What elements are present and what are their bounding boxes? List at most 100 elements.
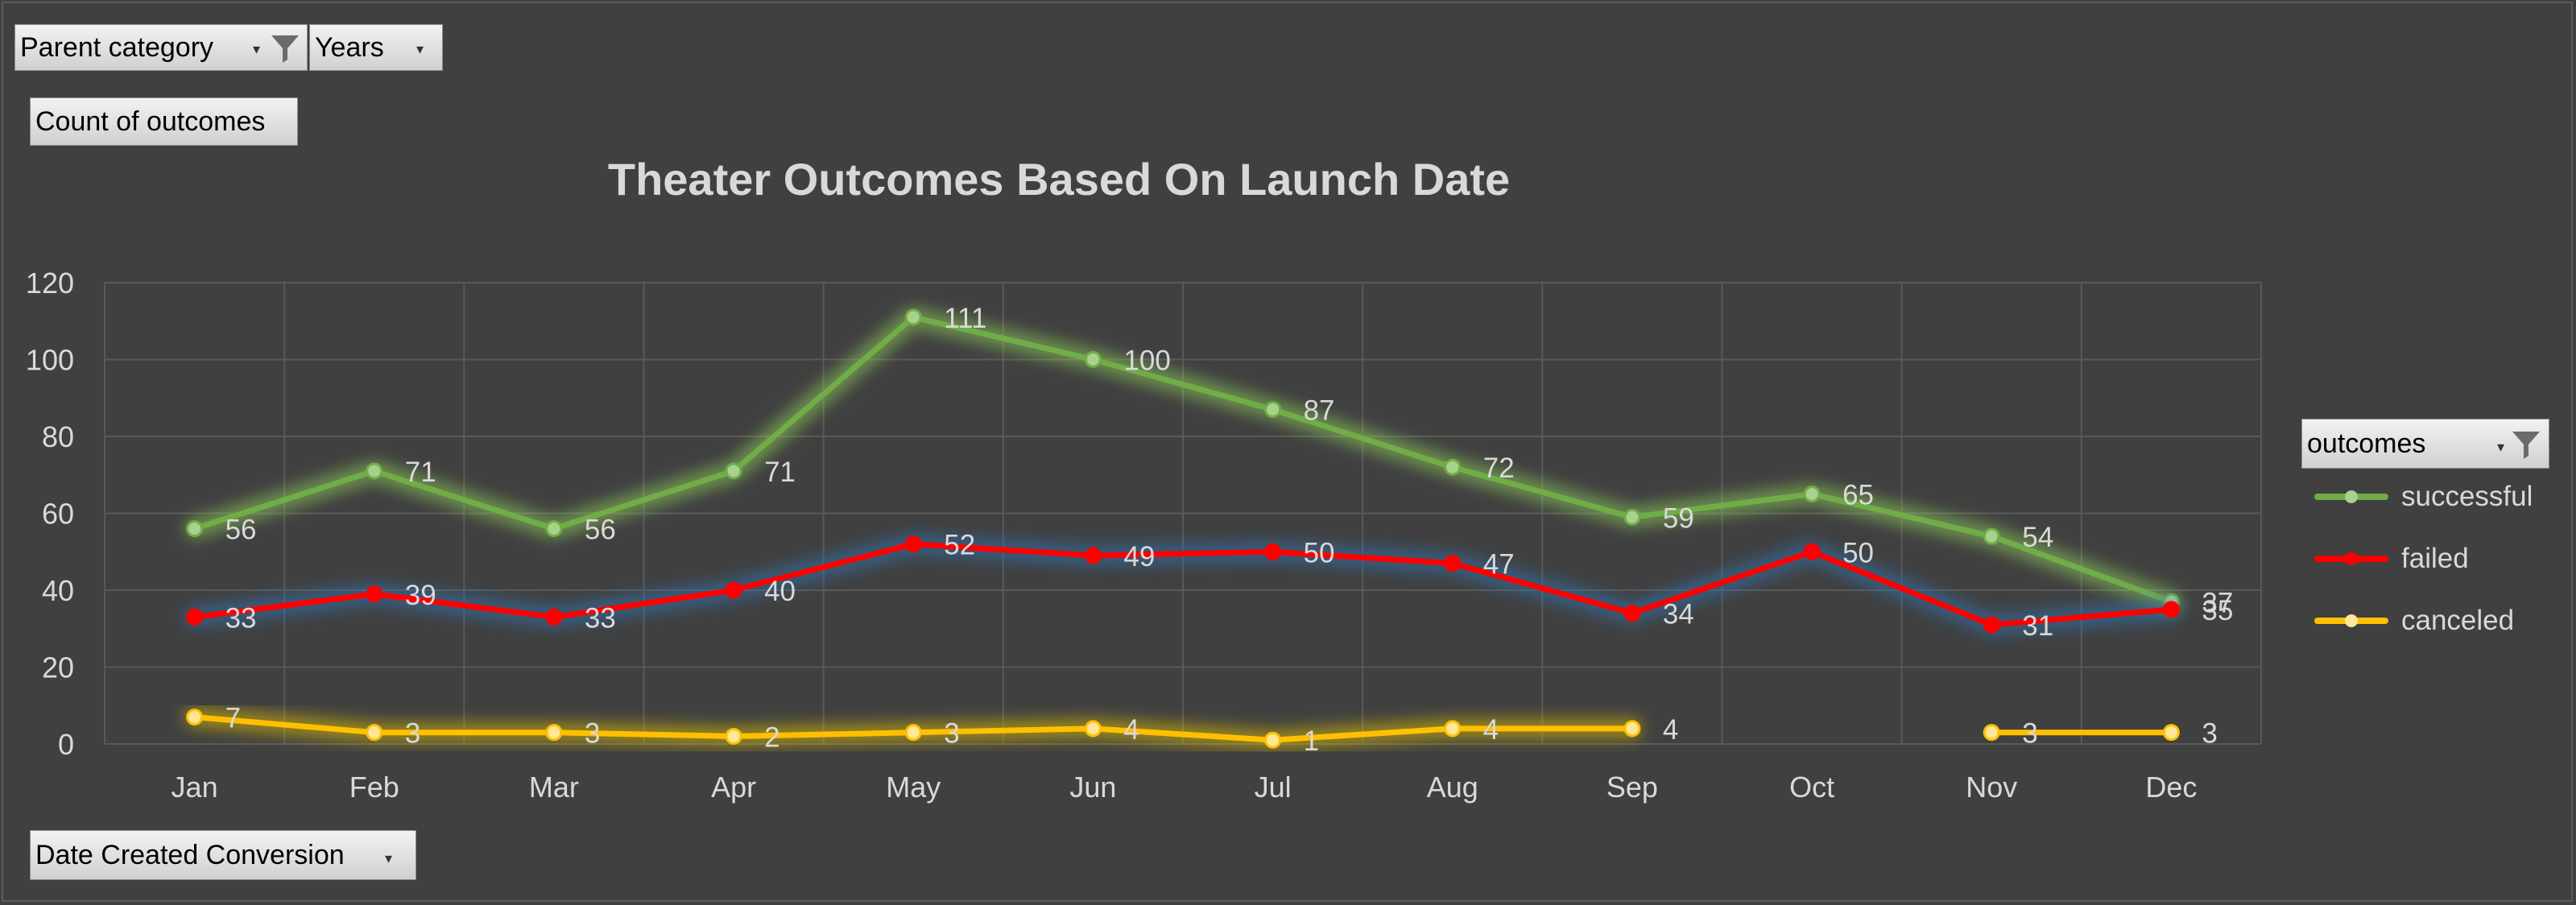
legend-label-successful: successful [2401,481,2533,512]
filter-funnel-icon [2512,432,2540,459]
dropdown-arrow-icon: ▾ [416,41,424,57]
y-tick-label: 100 [26,344,74,377]
data-point-canceled[interactable] [1444,720,1462,738]
parent-category-label: Parent category [20,31,214,63]
parent-category-filter-button[interactable]: Parent category ▾ [14,24,308,71]
data-label-successful: 71 [405,457,436,488]
data-point-failed[interactable] [1803,543,1821,560]
data-point-failed[interactable] [1983,616,2000,634]
data-label-successful: 111 [944,303,986,334]
data-label-successful: 54 [2022,522,2053,553]
data-point-failed[interactable] [545,608,563,626]
data-point-canceled[interactable] [904,724,922,742]
data-label-failed: 33 [585,602,616,634]
legend-label-canceled: canceled [2401,605,2515,636]
data-point-failed[interactable] [186,608,204,626]
date-created-conversion-button[interactable]: Date Created Conversion ▾ [30,830,416,880]
data-label-failed: 47 [1483,549,1515,581]
data-label-canceled: 4 [1123,714,1139,746]
data-point-failed[interactable] [1444,555,1462,572]
count-of-outcomes-label: Count of outcomes [35,105,266,137]
count-of-outcomes-button[interactable]: Count of outcomes [30,97,298,146]
y-tick-label: 0 [58,728,74,761]
data-label-successful: 100 [1123,345,1170,377]
data-point-successful[interactable] [1264,401,1282,419]
data-point-successful[interactable] [904,308,922,326]
y-tick-label: 20 [42,651,74,684]
series-line-failed [192,541,2174,628]
x-tick-label: Jun [1069,771,1116,804]
data-point-failed[interactable] [725,581,742,599]
data-point-canceled[interactable] [2162,724,2180,742]
data-label-failed: 50 [1304,537,1335,568]
data-point-successful[interactable] [186,520,204,538]
x-tick-label: May [886,771,941,804]
data-label-failed: 35 [2202,595,2233,626]
legend-item-failed[interactable]: failed [2314,543,2469,575]
x-tick-label: Feb [349,771,399,804]
data-label-canceled: 3 [2202,718,2217,750]
data-point-canceled[interactable] [1264,731,1282,749]
data-point-failed[interactable] [1623,605,1641,622]
y-tick-label: 80 [42,420,74,453]
data-point-canceled[interactable] [366,724,383,742]
data-point-canceled[interactable] [545,724,563,742]
data-label-canceled: 4 [1483,714,1499,746]
data-point-failed[interactable] [1084,547,1102,564]
outcomes-filter-button[interactable]: outcomes ▾ [2301,419,2549,469]
filter-funnel-icon [271,35,299,63]
x-tick-label: Oct [1789,771,1834,804]
x-tick-label: Sep [1606,771,1658,804]
data-label-canceled: 3 [405,718,420,750]
data-label-canceled: 7 [225,703,241,734]
data-point-successful[interactable] [725,462,742,480]
data-point-canceled[interactable] [186,709,204,726]
data-point-failed[interactable] [1264,543,1282,560]
data-point-canceled[interactable] [1084,720,1102,738]
data-label-canceled: 3 [2022,718,2037,750]
dropdown-arrow-icon: ▾ [385,850,393,866]
legend-item-successful[interactable]: successful [2314,481,2533,513]
data-label-failed: 49 [1123,541,1155,572]
years-filter-button[interactable]: Years ▾ [309,24,443,71]
data-point-successful[interactable] [1803,486,1821,503]
x-tick-label: Jan [172,771,218,804]
x-tick-label: Jul [1255,771,1292,804]
dropdown-arrow-icon: ▾ [2497,439,2505,455]
data-point-canceled[interactable] [725,727,742,745]
data-label-failed: 40 [764,576,796,607]
data-point-successful[interactable] [1983,527,2000,545]
data-label-canceled: 3 [944,718,959,750]
data-point-successful[interactable] [545,520,563,538]
x-tick-label: Dec [2145,771,2197,804]
data-point-failed[interactable] [904,535,922,553]
data-label-successful: 71 [764,457,796,488]
data-label-failed: 52 [944,530,975,561]
legend-swatch-canceled [2314,614,2388,627]
chart-title: Theater Outcomes Based On Launch Date [607,154,1511,205]
data-label-successful: 59 [1663,502,1694,534]
data-label-canceled: 2 [764,721,779,753]
data-label-failed: 50 [1842,537,1874,568]
data-point-failed[interactable] [366,585,383,603]
x-tick-label: Aug [1427,771,1478,804]
data-label-failed: 39 [405,580,436,611]
y-tick-label: 60 [42,498,74,531]
data-label-successful: 72 [1483,452,1515,484]
data-point-successful[interactable] [1623,508,1641,526]
data-label-successful: 56 [225,514,257,546]
legend-label-failed: failed [2401,543,2469,574]
data-label-canceled: 1 [1304,725,1319,757]
data-point-failed[interactable] [2162,601,2180,618]
years-label: Years [315,31,384,63]
date-created-conversion-label: Date Created Conversion [35,839,345,870]
data-point-successful[interactable] [366,462,383,480]
data-point-successful[interactable] [1084,351,1102,368]
legend-item-canceled[interactable]: canceled [2314,605,2514,637]
data-point-successful[interactable] [1444,458,1462,476]
data-label-failed: 33 [225,602,257,634]
data-point-canceled[interactable] [1983,724,2000,742]
data-point-canceled[interactable] [1623,720,1641,738]
data-label-successful: 56 [585,514,616,546]
